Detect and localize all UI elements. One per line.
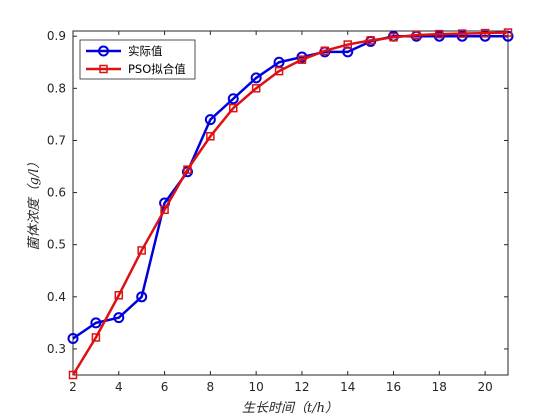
data-point-series-1: [250, 72, 262, 84]
data-point-series-1: [456, 30, 468, 42]
series-layer: [67, 28, 514, 380]
x-tick-label: 16: [386, 380, 401, 394]
data-point-series-2: [137, 246, 146, 255]
data-point-series-1: [273, 56, 285, 68]
data-point-series-2: [274, 66, 284, 76]
x-tick-label: 2: [69, 380, 77, 394]
x-tick-label: 18: [432, 380, 447, 394]
data-point-series-1: [67, 333, 79, 345]
x-tick-label: 8: [207, 380, 215, 394]
data-point-series-2: [320, 46, 330, 56]
y-tick-label: 0.9: [47, 29, 66, 43]
plot-area: [72, 30, 509, 376]
data-point-series-2: [68, 370, 78, 380]
x-axis-label: 生长时间（t/h）: [242, 400, 338, 416]
data-point-series-1: [181, 166, 193, 178]
data-point-series-1: [136, 291, 148, 303]
data-point-series-2: [457, 29, 467, 38]
data-point-series-2: [160, 205, 169, 215]
y-tick-label: 0.5: [47, 238, 66, 252]
axis-ticks: 2 4 6 8 10 12 14 16 18 20 0.3 0.4 0.5 0.6 0.7 0.8 0.9: [47, 29, 508, 394]
data-point-series-2: [343, 40, 352, 49]
data-point-series-2: [206, 132, 215, 141]
data-point-series-1: [113, 312, 125, 324]
y-tick-label: 0.7: [47, 133, 66, 147]
data-point-series-1: [479, 30, 491, 42]
legend-label-series-2: PSO拟合值: [128, 62, 186, 76]
data-point-series-1: [204, 114, 216, 126]
data-point-series-1: [433, 30, 445, 42]
data-point-series-1: [227, 93, 239, 105]
y-axis-label: 菌体浓度（g/l）: [26, 156, 42, 251]
data-point-series-1: [502, 30, 514, 42]
y-tick-label: 0.3: [47, 342, 66, 356]
data-point-series-2: [229, 103, 238, 113]
data-point-series-2: [480, 28, 490, 38]
x-tick-label: 20: [477, 380, 492, 394]
data-point-series-1: [90, 317, 102, 329]
legend-label-series-1: 实际值: [128, 44, 163, 58]
x-tick-label: 12: [294, 380, 309, 394]
y-tick-label: 0.8: [47, 81, 66, 95]
legend-marker-series-2: [99, 64, 108, 74]
data-point-series-2: [503, 28, 513, 37]
x-tick-label: 4: [115, 380, 123, 394]
legend-box: [79, 39, 196, 80]
data-point-series-2: [297, 55, 307, 64]
data-point-series-2: [91, 333, 101, 342]
data-point-series-2: [389, 33, 398, 42]
data-point-series-2: [412, 30, 421, 40]
data-point-series-2: [183, 165, 192, 174]
data-point-series-2: [366, 36, 375, 45]
data-point-series-2: [251, 84, 261, 93]
data-point-series-2: [435, 29, 444, 39]
y-tick-label: 0.6: [47, 186, 66, 200]
y-tick-label: 0.4: [47, 290, 66, 304]
x-tick-label: 10: [249, 380, 264, 394]
x-tick-label: 14: [340, 380, 355, 394]
legend-marker-series-1: [98, 45, 109, 57]
x-tick-label: 6: [161, 380, 169, 394]
legend: 实际值 PSO拟合值: [79, 39, 196, 80]
data-point-series-2: [114, 291, 124, 300]
